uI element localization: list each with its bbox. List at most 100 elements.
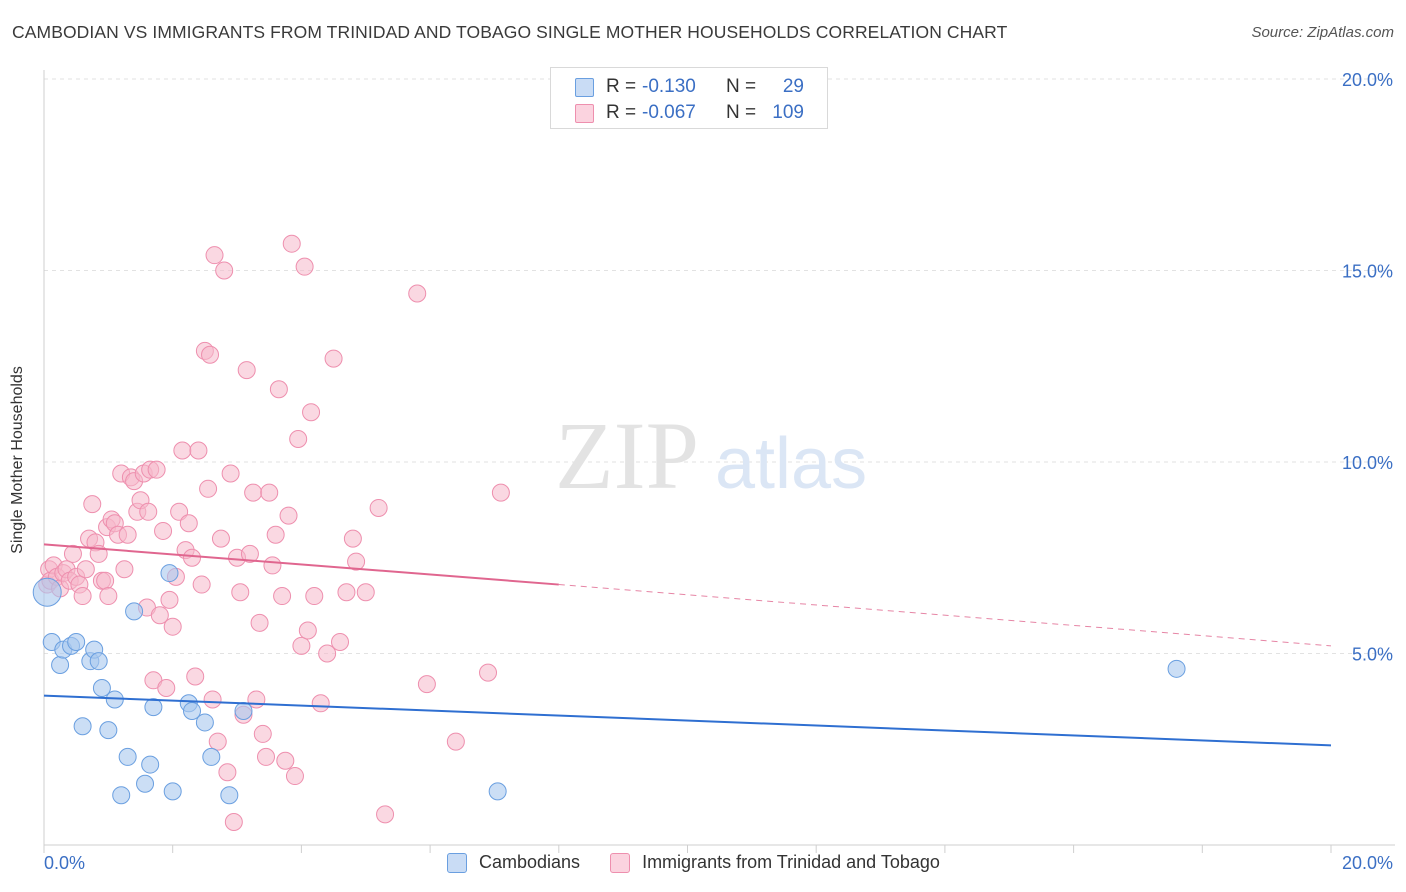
data-point-trinidad — [147, 460, 166, 479]
x-tick-label-max: 20.0% — [1342, 853, 1393, 873]
watermark-atlas: atlas — [715, 424, 867, 504]
data-point-trinidad — [192, 575, 211, 594]
data-point-trinidad — [347, 552, 366, 571]
legend-item-trinidad[interactable]: Immigrants from Trinidad and Tobago — [610, 852, 940, 873]
trend-lines — [43, 543, 1332, 747]
data-point-trinidad — [253, 724, 272, 743]
data-point-trinidad — [96, 571, 115, 590]
data-point-cambodians — [488, 782, 507, 801]
data-point-trinidad — [305, 587, 324, 606]
data-point-trinidad — [63, 544, 82, 563]
data-point-trinidad — [343, 529, 362, 548]
data-point-trinidad — [139, 502, 158, 521]
data-point-trinidad — [408, 284, 427, 303]
data-point-trinidad — [157, 678, 176, 697]
data-point-cambodians — [112, 786, 131, 805]
data-point-trinidad — [211, 529, 230, 548]
data-point-cambodians — [32, 577, 62, 607]
trend-line-trinidad — [43, 543, 559, 586]
data-point-trinidad — [231, 583, 250, 602]
data-point-trinidad — [203, 690, 222, 709]
legend-item-cambodians[interactable]: Cambodians — [447, 852, 580, 873]
source-label: Source: ZipAtlas.com — [1251, 24, 1394, 41]
axes — [43, 70, 1395, 853]
legend-swatch-blue — [447, 852, 467, 873]
data-point-trinidad — [260, 483, 279, 502]
legend-swatch-pink — [610, 852, 631, 873]
legend-r-label: R = — [606, 76, 637, 97]
legend-row-trinidad: R = -0.067 N = 109 — [575, 101, 804, 125]
data-point-trinidad — [218, 763, 237, 782]
data-point-cambodians — [163, 782, 182, 801]
series-legend: Cambodians Immigrants from Trinidad and … — [447, 852, 970, 873]
data-point-trinidad — [331, 633, 350, 652]
data-point-trinidad — [73, 587, 92, 606]
watermark-zip: ZIP — [555, 402, 699, 509]
data-point-cambodians — [183, 701, 202, 720]
data-point-cambodians — [73, 717, 92, 736]
data-point-trinidad — [276, 751, 295, 770]
data-point-trinidad — [186, 667, 205, 686]
data-point-trinidad — [279, 506, 298, 525]
data-point-cambodians — [234, 701, 253, 720]
legend-r-value: -0.130 — [642, 76, 696, 97]
data-point-cambodians — [99, 721, 118, 740]
x-tick-label-min: 0.0% — [44, 853, 85, 873]
data-point-trinidad — [250, 613, 269, 632]
legend-label-cambodians: Cambodians — [479, 852, 581, 872]
legend-n-value: 109 — [772, 102, 804, 123]
data-point-trinidad — [376, 805, 395, 824]
data-point-trinidad — [160, 590, 179, 609]
y-tick-label: 15.0% — [1342, 262, 1393, 282]
data-point-trinidad — [263, 556, 282, 575]
y-tick-label: 20.0% — [1342, 70, 1393, 90]
data-point-trinidad — [369, 498, 388, 517]
legend-row-cambodians: R = -0.130 N = 29 — [575, 75, 804, 99]
data-point-trinidad — [224, 813, 243, 832]
data-point-cambodians — [144, 698, 163, 717]
series-trinidad-points — [38, 234, 510, 832]
data-point-trinidad — [76, 560, 95, 579]
data-point-trinidad — [173, 441, 192, 460]
data-point-trinidad — [491, 483, 510, 502]
legend-n-label: N = — [726, 76, 757, 97]
data-point-trinidad — [205, 246, 224, 265]
data-point-trinidad — [356, 583, 375, 602]
data-point-trinidad — [199, 479, 218, 498]
data-point-trinidad — [289, 430, 308, 449]
legend-swatch-blue — [575, 77, 594, 97]
data-point-trinidad — [154, 521, 173, 540]
data-point-trinidad — [150, 606, 169, 625]
data-point-trinidad — [244, 483, 263, 502]
data-point-trinidad — [115, 560, 134, 579]
data-point-trinidad — [183, 548, 202, 567]
tick-labels: 5.0% 10.0% 15.0% 20.0% 0.0% 20.0% — [44, 70, 1393, 873]
data-point-cambodians — [89, 652, 108, 671]
data-point-trinidad — [324, 349, 343, 368]
data-point-trinidad — [163, 617, 182, 636]
data-point-cambodians — [160, 564, 179, 583]
data-point-trinidad — [285, 767, 304, 786]
data-point-trinidad — [118, 525, 137, 544]
data-point-cambodians — [92, 678, 111, 697]
trend-line-trinidad-dashed — [558, 584, 1332, 647]
data-point-cambodians — [136, 774, 155, 793]
data-point-trinidad — [298, 621, 317, 640]
data-point-trinidad — [257, 747, 276, 766]
data-point-cambodians — [1167, 659, 1186, 678]
trend-line-cambodians — [43, 694, 1332, 747]
data-point-cambodians — [51, 655, 70, 674]
data-point-trinidad — [179, 514, 198, 533]
data-point-cambodians — [141, 755, 160, 774]
data-point-trinidad — [273, 587, 292, 606]
data-point-cambodians — [202, 747, 221, 766]
data-point-trinidad — [446, 732, 465, 751]
data-point-trinidad — [282, 234, 301, 253]
data-point-cambodians — [125, 602, 144, 621]
legend-label-trinidad: Immigrants from Trinidad and Tobago — [642, 852, 940, 872]
legend-n-label: N = — [726, 102, 757, 123]
legend-r-value: -0.067 — [642, 102, 696, 123]
series-cambodians-points — [32, 564, 1186, 805]
data-point-cambodians — [195, 713, 214, 732]
